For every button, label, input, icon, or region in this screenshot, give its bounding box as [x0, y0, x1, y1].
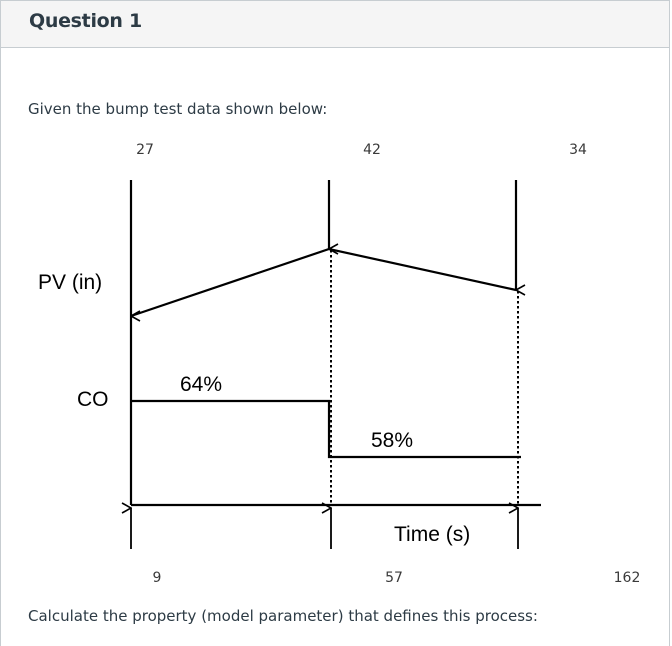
time-axis-label: Time (s) — [394, 523, 470, 546]
time-value-start: 9 — [152, 570, 162, 586]
co-level-final: 58% — [371, 429, 413, 452]
pv-axis-label: PV (in) — [38, 271, 102, 294]
co-axis-label: CO — [77, 388, 109, 411]
time-value-end: 162 — [613, 570, 641, 586]
pv-value-peak: 42 — [363, 142, 381, 158]
question-title: Question 1 — [29, 10, 142, 32]
question-prompt: Given the bump test data shown below: — [28, 100, 328, 118]
time-value-step: 57 — [385, 570, 403, 586]
co-step-line — [131, 399, 521, 459]
pv-value-end: 34 — [569, 142, 587, 158]
pv-value-start: 27 — [136, 142, 154, 158]
co-level-initial: 64% — [180, 373, 222, 396]
pv-response-line — [130, 247, 517, 318]
question-body — [0, 48, 670, 646]
question-footer: Calculate the property (model parameter)… — [28, 607, 538, 625]
question-header: Question 1 — [0, 0, 670, 48]
